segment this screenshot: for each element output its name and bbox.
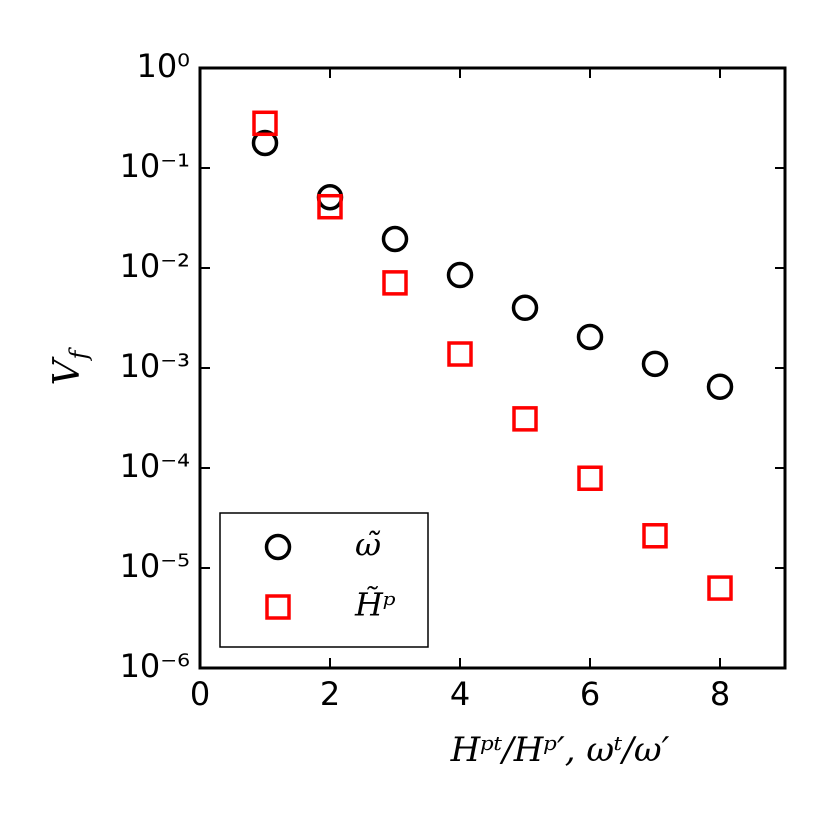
y-tick-label: 10⁻⁶ <box>120 647 190 685</box>
x-tick-label: 8 <box>710 675 730 713</box>
y-tick-label: 10⁻³ <box>120 347 190 385</box>
y-tick-label: 10⁰ <box>136 47 190 85</box>
x-tick-label: 4 <box>450 675 470 713</box>
legend-box <box>219 512 429 648</box>
point <box>512 406 538 432</box>
legend-label: H̃ᵖ <box>354 586 396 624</box>
y-tick-label: 10⁻⁴ <box>120 447 190 485</box>
y-tick-label: 10⁻² <box>120 247 190 285</box>
point <box>252 110 278 137</box>
point <box>706 373 734 400</box>
point <box>446 261 474 289</box>
point <box>382 270 408 296</box>
point <box>251 129 279 157</box>
x-tick-label: 2 <box>320 675 340 713</box>
point <box>317 193 343 220</box>
legend-label: ω̃ <box>355 526 381 564</box>
point <box>511 294 539 322</box>
point <box>577 465 603 491</box>
x-tick-label: 6 <box>580 675 600 713</box>
point <box>642 523 668 549</box>
y-axis-label: Vf <box>47 346 93 385</box>
point <box>447 341 473 367</box>
legend-marker <box>265 594 291 620</box>
y-tick-label: 10⁻⁵ <box>120 547 190 585</box>
legend-marker <box>264 533 292 561</box>
x-tick-label: 0 <box>190 675 210 713</box>
point <box>576 323 604 351</box>
point <box>707 575 733 601</box>
y-tick-label: 10⁻¹ <box>120 147 190 185</box>
point <box>641 350 669 378</box>
x-axis-label: Hᵖᵗ/Hᵖ′, ωᵗ/ω′ <box>450 730 670 770</box>
point <box>381 225 409 253</box>
